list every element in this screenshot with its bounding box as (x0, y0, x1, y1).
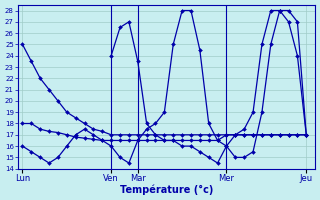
X-axis label: Température (°c): Température (°c) (120, 185, 213, 195)
